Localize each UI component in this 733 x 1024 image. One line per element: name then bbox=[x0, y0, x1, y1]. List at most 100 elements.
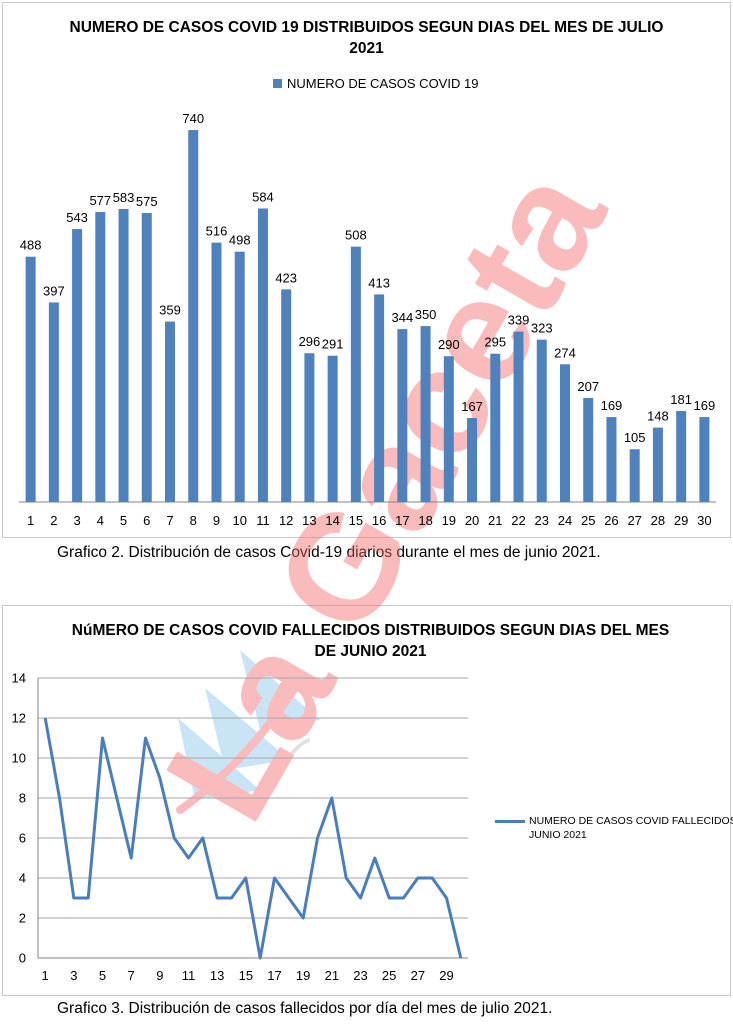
data-label: 169 bbox=[694, 398, 716, 413]
data-label: 359 bbox=[159, 303, 181, 318]
x-tick-label: 25 bbox=[581, 513, 595, 528]
data-label: 295 bbox=[484, 335, 506, 350]
x-tick-label: 19 bbox=[296, 968, 310, 983]
bar-chart-title: NUMERO DE CASOS COVID 19 DISTRIBUIDOS SE… bbox=[3, 17, 730, 59]
x-tick-label: 13 bbox=[210, 968, 224, 983]
x-tick-label: 15 bbox=[349, 513, 363, 528]
legend-label: NUMERO DE CASOS COVID FALLECIDOS JUNIO 2… bbox=[529, 815, 733, 841]
x-tick-label: 9 bbox=[156, 968, 163, 983]
x-tick-label: 21 bbox=[488, 513, 502, 528]
bar bbox=[327, 355, 338, 502]
data-label: 583 bbox=[113, 190, 135, 205]
bar bbox=[629, 449, 640, 502]
data-label: 397 bbox=[43, 283, 65, 298]
bar bbox=[467, 418, 478, 502]
bar bbox=[257, 208, 268, 502]
y-tick-label: 10 bbox=[12, 751, 26, 766]
line-chart-legend: NUMERO DE CASOS COVID FALLECIDOS JUNIO 2… bbox=[495, 814, 733, 842]
bar bbox=[118, 208, 129, 502]
x-tick-label: 23 bbox=[353, 968, 367, 983]
x-tick-label: 17 bbox=[395, 513, 409, 528]
y-tick-label: 6 bbox=[19, 831, 26, 846]
x-tick-label: 12 bbox=[279, 513, 293, 528]
bar bbox=[652, 427, 663, 502]
x-tick-label: 11 bbox=[256, 513, 270, 528]
line-chart-frame: NúMERO DE CASOS COVID FALLECIDOS DISTRIB… bbox=[2, 605, 733, 996]
x-tick-label: 6 bbox=[143, 513, 150, 528]
y-tick-label: 4 bbox=[19, 871, 26, 886]
bar bbox=[420, 326, 431, 502]
bar bbox=[559, 364, 570, 502]
x-tick-label: 26 bbox=[604, 513, 618, 528]
bar bbox=[374, 294, 385, 502]
x-tick-label: 18 bbox=[418, 513, 432, 528]
data-label: 148 bbox=[647, 409, 669, 424]
data-label: 584 bbox=[252, 189, 274, 204]
bar bbox=[141, 212, 152, 502]
data-label: 508 bbox=[345, 228, 367, 243]
line-chart-title: NúMERO DE CASOS COVID FALLECIDOS DISTRIB… bbox=[3, 620, 733, 662]
x-tick-label: 27 bbox=[411, 968, 425, 983]
data-label: 413 bbox=[368, 275, 390, 290]
bar-chart-title-line-1: NUMERO DE CASOS COVID 19 DISTRIBUIDOS SE… bbox=[69, 19, 664, 36]
x-tick-label: 11 bbox=[182, 968, 196, 983]
bar bbox=[281, 289, 292, 502]
data-label: 344 bbox=[391, 310, 413, 325]
y-tick-label: 14 bbox=[12, 671, 26, 686]
line-chart-title-line-1: NúMERO DE CASOS COVID FALLECIDOS DISTRIB… bbox=[71, 622, 670, 639]
data-label: 543 bbox=[66, 210, 88, 225]
data-label: 516 bbox=[206, 224, 228, 239]
bar bbox=[397, 329, 408, 502]
x-tick-label: 3 bbox=[73, 513, 80, 528]
data-label: 740 bbox=[182, 111, 204, 126]
x-tick-label: 25 bbox=[382, 968, 396, 983]
x-tick-label: 5 bbox=[99, 968, 106, 983]
x-tick-label: 23 bbox=[535, 513, 549, 528]
y-tick-label: 2 bbox=[19, 911, 26, 926]
bar bbox=[699, 417, 710, 502]
line-chart-title-line-2: DE JUNIO 2021 bbox=[314, 643, 427, 660]
x-tick-label: 30 bbox=[697, 513, 711, 528]
bar bbox=[536, 339, 547, 502]
bar bbox=[676, 411, 687, 502]
bar bbox=[95, 211, 106, 503]
x-tick-label: 8 bbox=[190, 513, 197, 528]
x-tick-label: 14 bbox=[325, 513, 339, 528]
legend-line bbox=[495, 820, 525, 823]
bar-chart-caption: Grafico 2. Distribución de casos Covid-1… bbox=[57, 544, 601, 561]
legend-swatch bbox=[273, 79, 282, 88]
bar bbox=[583, 397, 594, 502]
legend-label: NUMERO DE CASOS COVID 19 bbox=[287, 76, 479, 91]
x-tick-label: 13 bbox=[302, 513, 316, 528]
data-label: 296 bbox=[299, 334, 321, 349]
x-tick-label: 22 bbox=[511, 513, 525, 528]
x-tick-label: 29 bbox=[439, 968, 453, 983]
x-tick-label: 1 bbox=[42, 968, 49, 983]
data-label: 291 bbox=[322, 337, 344, 352]
bar-chart-title-line-2: 2021 bbox=[349, 40, 384, 57]
bar bbox=[25, 256, 36, 502]
bar bbox=[48, 302, 59, 502]
line-chart-caption: Grafico 3. Distribución de casos falleci… bbox=[57, 1000, 553, 1017]
y-tick-label: 0 bbox=[19, 951, 26, 966]
bar-chart-legend: NUMERO DE CASOS COVID 19 bbox=[273, 76, 478, 91]
x-tick-label: 7 bbox=[166, 513, 173, 528]
data-label: 169 bbox=[601, 398, 623, 413]
data-label: 323 bbox=[531, 321, 553, 336]
x-tick-label: 21 bbox=[325, 968, 339, 983]
x-tick-label: 27 bbox=[627, 513, 641, 528]
bar bbox=[606, 417, 617, 502]
data-label: 423 bbox=[275, 270, 297, 285]
data-label: 339 bbox=[508, 313, 530, 328]
x-tick-label: 9 bbox=[213, 513, 220, 528]
bar bbox=[165, 321, 176, 502]
data-label: 290 bbox=[438, 337, 460, 352]
x-tick-label: 7 bbox=[128, 968, 135, 983]
bar bbox=[72, 229, 83, 503]
data-label: 105 bbox=[624, 430, 646, 445]
data-label: 181 bbox=[670, 392, 692, 407]
data-label: 498 bbox=[229, 233, 251, 248]
bar bbox=[304, 353, 315, 502]
data-label: 274 bbox=[554, 345, 576, 360]
